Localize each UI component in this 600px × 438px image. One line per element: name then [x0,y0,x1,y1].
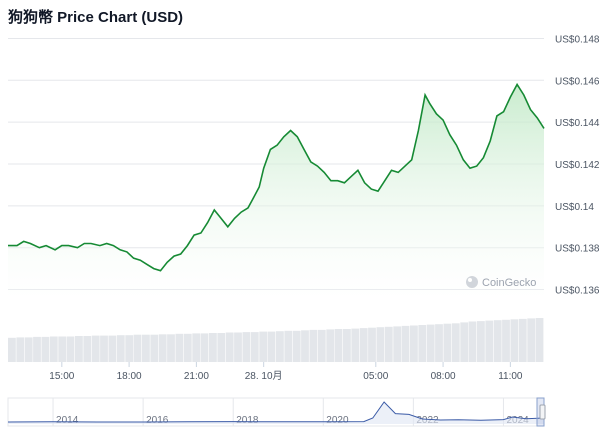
volume-bar [410,325,418,362]
range-navigator[interactable]: 201420162018202020222024 [7,397,546,427]
volume-bar [334,329,343,362]
volume-bar [83,336,92,362]
y-tick-label: US$0.14 [555,202,594,213]
volume-bar [317,329,326,362]
volume-bar [142,334,150,362]
volume-bar [401,325,410,362]
volume-bar [384,326,393,362]
volume-bar [217,333,226,362]
volume-bar [66,336,75,362]
volume-bar [209,333,217,362]
volume-bar [468,321,477,362]
volume-bar [485,320,494,362]
volume-bar [91,335,100,362]
volume-bar [527,318,536,362]
volume-bar [192,333,201,362]
volume-bar [108,335,117,362]
volume-bar [167,334,175,362]
volume-bar [183,333,192,362]
watermark-text: CoinGecko [482,277,536,289]
navigator-area [8,402,544,424]
volume-bar [460,322,469,362]
volume-bar [309,329,318,362]
volume-bar [225,332,234,362]
y-tick-label: US$0.144 [555,118,600,129]
volume-bar [58,336,67,362]
x-tick-label: 11:00 [498,371,523,382]
volume-bar [41,336,50,362]
navigator-tick-label: 2018 [236,415,259,426]
volume-bar [359,328,368,362]
volume-bar [443,323,452,362]
volume-bar [510,319,519,362]
volume-bar [418,325,427,362]
volume-bar [284,330,293,362]
volume-bar [158,334,167,362]
coingecko-watermark: CoinGecko [466,276,536,289]
volume-bar [393,326,402,362]
volume-bar [518,318,527,362]
x-axis: 15:00 18:00 21:00 28. 10月 05:00 08:00 11:00 [49,362,523,382]
volume-bar [259,331,268,362]
volume-bar [343,329,351,362]
price-series-line[interactable] [8,82,545,272]
x-tick-label: 05:00 [363,371,388,382]
volume-bar [435,324,443,362]
volume-bar [351,328,360,362]
y-tick-label: US$0.142 [555,160,600,171]
volume-bar [100,335,108,362]
volume-bar [250,332,259,362]
y-tick-label: US$0.138 [555,244,600,255]
volume-bar [24,337,33,362]
x-tick-label: 08:00 [431,371,456,382]
volume-bar [326,329,335,362]
volume-bar [276,331,284,362]
y-tick-label: US$0.148 [555,34,600,45]
volume-bar [267,331,276,362]
x-tick-label: 15:00 [49,371,74,382]
volume-bar [502,319,510,362]
volume-bar [150,334,159,362]
navigator-handle[interactable] [539,404,546,420]
volume-bars [8,318,544,362]
volume-bar [234,332,242,362]
navigator-tick-label: 2014 [56,415,79,426]
navigator-line [7,401,545,423]
y-tick-label: US$0.146 [555,76,600,87]
volume-bar [49,336,58,362]
navigator-tick-label: 2016 [146,415,169,426]
volume-bar [33,336,41,362]
volume-bar [16,337,25,362]
volume-bar [116,335,125,362]
volume-bar [292,330,301,362]
volume-bar [133,334,142,362]
volume-bar [75,336,83,362]
volume-bar [301,330,309,362]
volume-bar [8,337,16,362]
x-tick-label: 21:00 [184,371,209,382]
coingecko-logo-eye [468,278,472,282]
volume-bar [175,333,184,362]
volume-bar [200,333,209,362]
volume-bar [535,318,544,362]
volume-bar [125,335,134,362]
y-axis: US$0.136 US$0.138 US$0.14 US$0.142 US$0.144 U… [555,34,600,296]
volume-bar [477,321,485,362]
volume-bar [451,323,460,362]
x-tick-label: 18:00 [117,371,142,382]
volume-bar [493,320,502,362]
volume-bar [242,332,251,362]
volume-bar [376,327,385,362]
volume-bar [426,324,435,362]
y-tick-label: US$0.136 [555,286,600,297]
coingecko-logo-icon [466,276,478,288]
x-tick-label: 28. 10月 [245,370,283,382]
navigator-tick-label: 2020 [326,415,349,426]
volume-bar [368,327,376,362]
price-area-fill [8,84,544,300]
page-title: 狗狗幣 Price Chart (USD) [8,9,184,26]
